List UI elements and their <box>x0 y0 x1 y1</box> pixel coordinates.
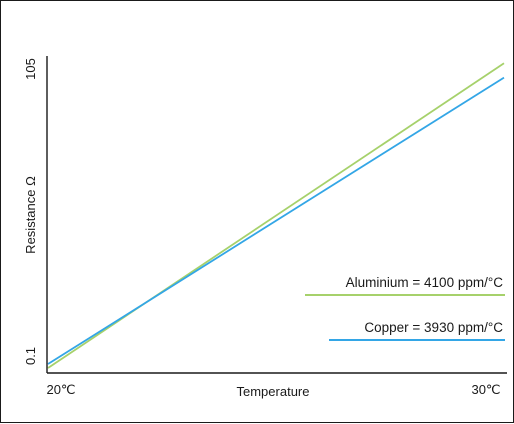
x-tick-label-min: 20℃ <box>46 382 75 397</box>
legend-label-copper: Copper = 3930 ppm/°C <box>364 320 503 335</box>
legend-label-aluminium: Aluminium = 4100 ppm/°C <box>346 275 504 290</box>
y-axis-label: Resistance Ω <box>23 176 38 254</box>
y-tick-label-min: 0.1 <box>23 347 38 365</box>
legend: Aluminium = 4100 ppm/°C Copper = 3930 pp… <box>305 275 505 341</box>
y-tick-label-max: 105 <box>23 58 38 80</box>
x-tick-label-max: 30℃ <box>471 382 500 397</box>
series-lines-layer <box>47 62 505 369</box>
x-axis-label: Temperature <box>237 384 310 399</box>
series-line-copper <box>47 76 505 365</box>
